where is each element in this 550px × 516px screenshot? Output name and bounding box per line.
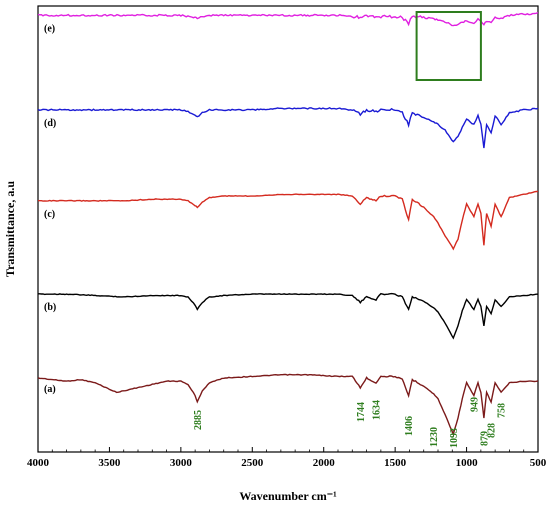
series-line-d (37, 107, 539, 149)
series-line-c (37, 190, 538, 251)
plot-frame (37, 5, 539, 453)
x-axis-title: Wavenumber cm⁻¹ (239, 489, 337, 503)
series-line-b (38, 292, 538, 340)
peak-label-828: 828 (487, 423, 498, 438)
peak-label-879: 879 (479, 431, 490, 446)
peak-label-1406: 1406 (404, 416, 415, 436)
peak-label-1634: 1634 (372, 400, 383, 420)
peak-label-949: 949 (469, 397, 480, 412)
x-tick-label-4000: 4000 (27, 457, 50, 469)
series-label-b: (b) (44, 302, 56, 313)
x-tick-label-500: 500 (530, 457, 547, 469)
series-label-a: (a) (44, 384, 56, 395)
peak-label-1744: 1744 (356, 402, 367, 422)
series-label-layer: (a) (b) (c) (d) (e) (44, 23, 56, 395)
highlight-box (415, 11, 482, 81)
series-line-e (37, 11, 539, 27)
x-tick-label-3000: 3000 (170, 457, 193, 469)
x-tick-label-3500: 3500 (98, 457, 121, 469)
peak-label-1230: 1230 (429, 427, 440, 447)
x-tick-label-1000: 1000 (456, 457, 479, 469)
x-tick-label-2000: 2000 (313, 457, 336, 469)
series-label-d: (d) (44, 118, 56, 129)
peak-label-1093: 1093 (449, 428, 460, 448)
series-layer (37, 11, 539, 437)
x-tick-label-2500: 2500 (241, 457, 264, 469)
y-axis-title: Transmittance, a.u (3, 181, 17, 277)
peak-label-2885: 2885 (193, 410, 204, 430)
series-label-c: (c) (44, 209, 55, 220)
series-line-a (37, 373, 539, 437)
x-tick-label-1500: 1500 (384, 457, 407, 469)
series-label-e: (e) (44, 23, 55, 34)
peak-label-758: 758 (497, 403, 508, 418)
x-tick-layer: 4000 3500 3000 2500 2000 1500 1000 500 (27, 447, 547, 469)
